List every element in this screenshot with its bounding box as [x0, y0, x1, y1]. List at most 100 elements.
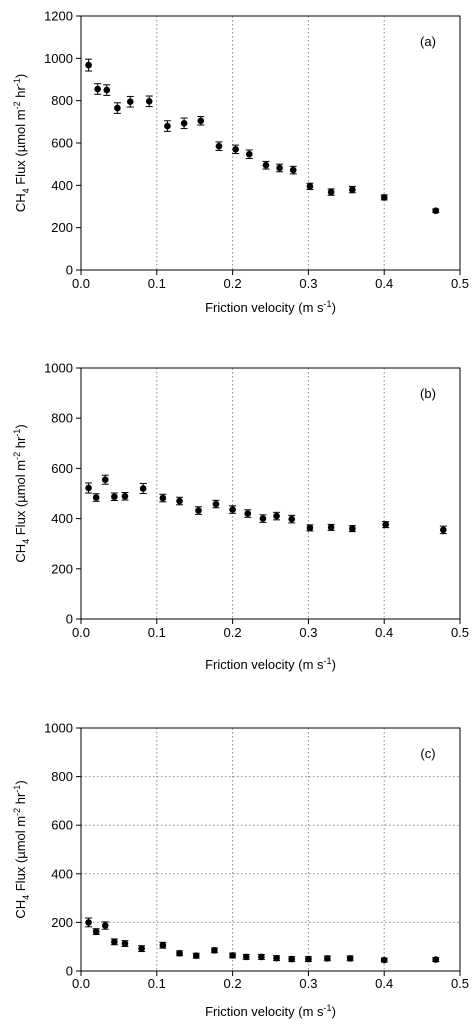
data-point	[113, 102, 121, 114]
data-marker	[111, 938, 118, 946]
data-marker	[259, 515, 267, 522]
x-tick-label: 0.0	[72, 976, 90, 991]
data-point	[197, 116, 205, 126]
data-marker	[306, 183, 314, 190]
x-tick-label: 0.2	[224, 976, 242, 991]
data-point	[288, 514, 296, 524]
data-point	[439, 525, 447, 535]
data-point	[139, 482, 147, 494]
gridlines-c	[81, 728, 460, 971]
data-marker	[440, 526, 447, 534]
data-marker	[273, 512, 280, 520]
data-marker	[288, 955, 296, 963]
y-axis-a: 0 200 400 600 800 1000 1200	[44, 9, 81, 278]
data-point	[121, 940, 129, 947]
data-marker	[92, 494, 100, 501]
data-marker	[432, 956, 440, 963]
panel-label-a: (a)	[420, 34, 436, 49]
panel-label-b: (b)	[420, 386, 436, 401]
y-tick-label: 400	[51, 178, 73, 193]
chart-panel-c: 0.0 0.1 0.2 0.3 0.4 0.5 0 200 400 600 800 1000 Frict…	[0, 690, 475, 1034]
data-marker	[139, 485, 147, 492]
data-point	[92, 493, 100, 502]
x-tick-label: 0.3	[299, 625, 317, 640]
y-tick-label: 200	[51, 915, 73, 930]
data-marker	[288, 515, 296, 523]
chart-panel-a: 0.0 0.1 0.2 0.3 0.4 0.5 0 200 400 600 800 1000 1200 F…	[0, 0, 475, 345]
y-tick-label: 600	[51, 461, 73, 476]
data-point	[145, 95, 153, 108]
data-point	[126, 95, 134, 108]
data-point	[380, 956, 388, 964]
data-point	[288, 955, 296, 963]
plot-frame-b	[80, 367, 461, 620]
data-point	[273, 511, 281, 521]
x-axis-c: 0.0 0.1 0.2 0.3 0.4 0.5	[72, 971, 469, 991]
data-point	[85, 58, 93, 72]
data-point	[210, 947, 218, 954]
data-point	[121, 491, 129, 501]
data-point	[101, 921, 109, 930]
x-tick-label: 0.5	[451, 976, 469, 991]
x-tick-label: 0.2	[224, 625, 242, 640]
data-series-a	[85, 58, 440, 215]
data-marker	[327, 188, 335, 196]
data-marker	[349, 186, 356, 193]
data-point	[327, 188, 335, 196]
y-tick-label: 0	[66, 612, 73, 627]
y-tick-label: 1000	[44, 721, 73, 736]
data-marker	[289, 166, 297, 174]
data-point	[194, 506, 202, 515]
data-marker	[197, 117, 205, 125]
data-marker	[212, 500, 220, 508]
data-marker	[242, 953, 250, 961]
x-tick-label: 0.4	[375, 976, 393, 991]
data-point	[110, 938, 118, 946]
data-point	[346, 955, 354, 962]
data-marker	[176, 949, 183, 957]
y-tick-label: 200	[51, 220, 73, 235]
data-marker	[94, 85, 101, 93]
data-point	[138, 945, 146, 953]
y-tick-label: 200	[51, 561, 73, 576]
data-marker	[85, 484, 92, 492]
data-marker	[145, 98, 153, 105]
data-marker	[126, 98, 134, 106]
data-marker	[244, 510, 252, 517]
data-point	[192, 952, 200, 959]
x-tick-label: 0.1	[148, 276, 166, 291]
x-tick-label: 0.3	[299, 276, 317, 291]
data-point	[327, 523, 335, 531]
y-tick-label: 800	[51, 769, 73, 784]
y-tick-label: 1200	[44, 9, 73, 24]
data-marker	[380, 956, 388, 964]
data-marker	[101, 922, 109, 929]
data-point	[176, 949, 184, 957]
x-axis-label-c: Friction velocity (m s-1)	[205, 1003, 336, 1019]
y-tick-label: 800	[51, 93, 73, 108]
data-marker	[103, 86, 111, 94]
data-point	[304, 955, 312, 963]
data-marker	[258, 953, 265, 961]
data-marker	[121, 940, 129, 947]
x-tick-label: 0.2	[224, 276, 242, 291]
data-point	[259, 514, 267, 523]
y-tick-label: 0	[66, 263, 73, 278]
data-marker	[382, 521, 390, 528]
data-marker	[262, 161, 270, 169]
data-point	[242, 953, 250, 961]
data-point	[306, 182, 314, 191]
data-point	[229, 952, 237, 959]
x-tick-label: 0.1	[148, 976, 166, 991]
gridlines-a	[156, 16, 385, 270]
data-marker	[232, 146, 239, 153]
y-tick-label: 600	[51, 136, 73, 151]
data-point	[432, 956, 440, 963]
x-tick-label: 0.5	[451, 625, 469, 640]
x-axis-a: 0.0 0.1 0.2 0.3 0.4 0.5	[72, 270, 469, 291]
x-axis-label-b: Friction velocity (m s-1)	[205, 656, 336, 672]
data-marker	[159, 494, 167, 502]
y-tick-label: 400	[51, 866, 73, 881]
y-tick-label: 1000	[44, 361, 73, 376]
data-marker	[111, 493, 118, 501]
